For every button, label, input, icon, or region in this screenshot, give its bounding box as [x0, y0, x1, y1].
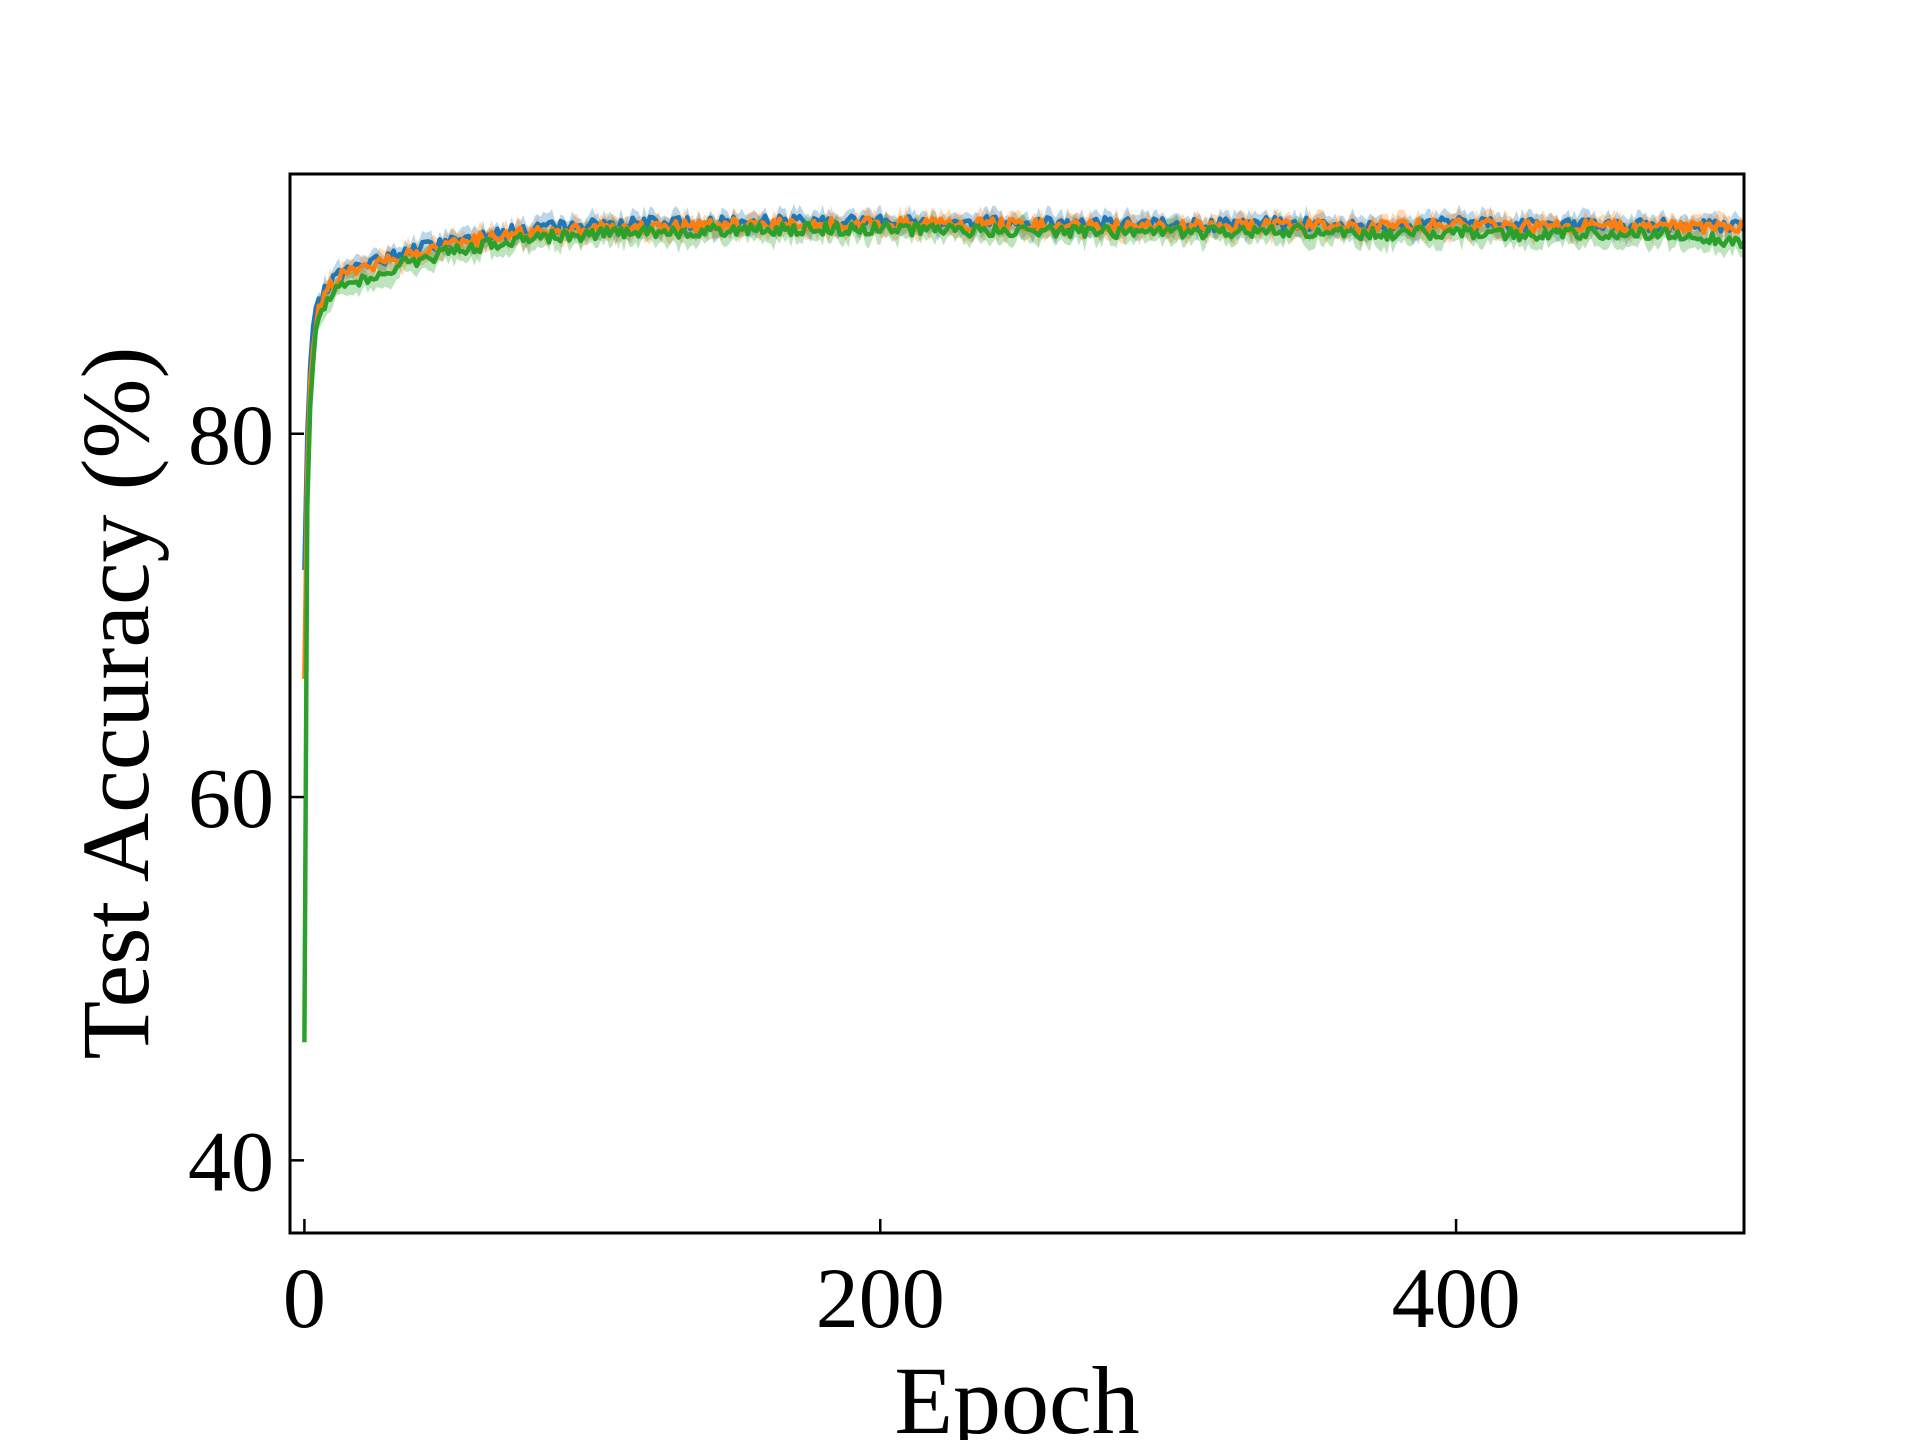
- y-tick-label-0: 40: [188, 1113, 274, 1209]
- plot-frame: [288, 172, 1746, 1235]
- y-axis-label: Test Accuracy (%): [62, 347, 169, 1060]
- x-axis-label: Epoch: [894, 1347, 1139, 1440]
- series-layer: [302, 203, 1746, 1067]
- y-tick-label-1: 60: [188, 750, 274, 846]
- series-0-line: [302, 213, 1746, 571]
- series-1-line: [302, 215, 1746, 680]
- series-1-band: [304, 205, 1744, 705]
- x-tick-label-2: 400: [1392, 1250, 1521, 1346]
- ticks-layer: 0 200 400 40 60 80: [188, 387, 1521, 1346]
- series-2-band: [304, 210, 1744, 1067]
- y-tick-label-2: 80: [188, 387, 274, 483]
- series-0-band: [304, 203, 1744, 593]
- series-2-line: [302, 220, 1746, 1043]
- x-tick-label-1: 200: [816, 1250, 945, 1346]
- x-tick-label-0: 0: [283, 1250, 326, 1346]
